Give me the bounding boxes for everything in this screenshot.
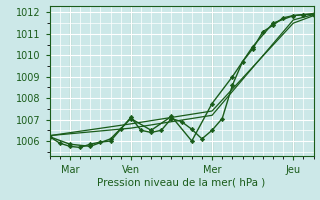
X-axis label: Pression niveau de la mer( hPa ): Pression niveau de la mer( hPa ): [98, 178, 266, 188]
